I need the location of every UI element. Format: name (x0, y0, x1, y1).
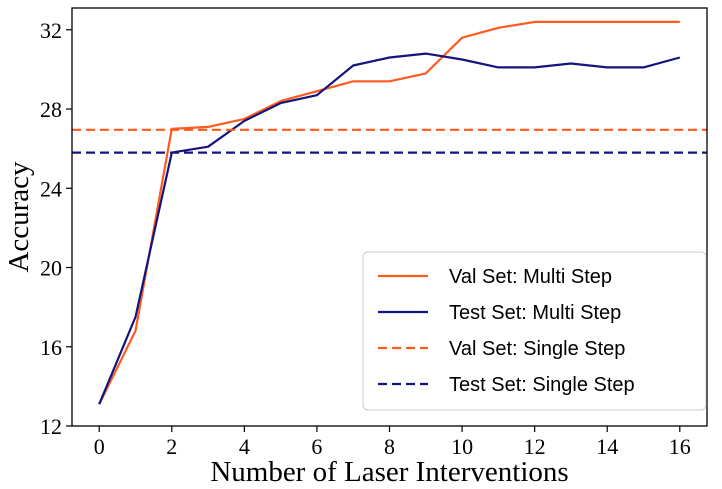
x-tick-label: 6 (311, 434, 322, 459)
series-line-test-set-multi-step (98, 52, 681, 405)
x-axis: 0 2 4 6 8 10 12 14 16 (94, 426, 691, 459)
x-tick-label: 14 (596, 434, 618, 459)
x-tick-label: 16 (669, 434, 691, 459)
y-tick-label: 12 (40, 414, 62, 439)
legend: Val Set: Multi Step Test Set: Multi Step V… (362, 251, 707, 411)
x-tick-label: 0 (94, 434, 105, 459)
x-tick-label: 10 (451, 434, 473, 459)
legend-label: Val Set: Multi Step (449, 266, 612, 288)
legend-label: Test Set: Multi Step (449, 302, 621, 324)
x-tick-label: 2 (166, 434, 177, 459)
x-tick-label: 4 (239, 434, 250, 459)
x-tick-label: 8 (384, 434, 395, 459)
y-tick-label: 20 (40, 256, 62, 281)
y-tick-label: 28 (40, 97, 62, 122)
y-tick-label: 16 (40, 335, 62, 360)
series-line-val-set-multi-step (98, 20, 680, 405)
legend-box (362, 251, 707, 411)
y-axis-title: Accuracy (3, 161, 35, 273)
x-tick-label: 12 (524, 434, 546, 459)
legend-label: Val Set: Single Step (449, 338, 625, 360)
y-axis: 12 16 20 24 28 32 (40, 18, 72, 439)
legend-label: Test Set: Single Step (449, 374, 635, 396)
y-tick-label: 24 (40, 176, 62, 201)
y-tick-label: 32 (40, 18, 62, 43)
x-axis-title: Number of Laser Interventions (210, 456, 568, 488)
plot-series-layer (72, 20, 707, 405)
